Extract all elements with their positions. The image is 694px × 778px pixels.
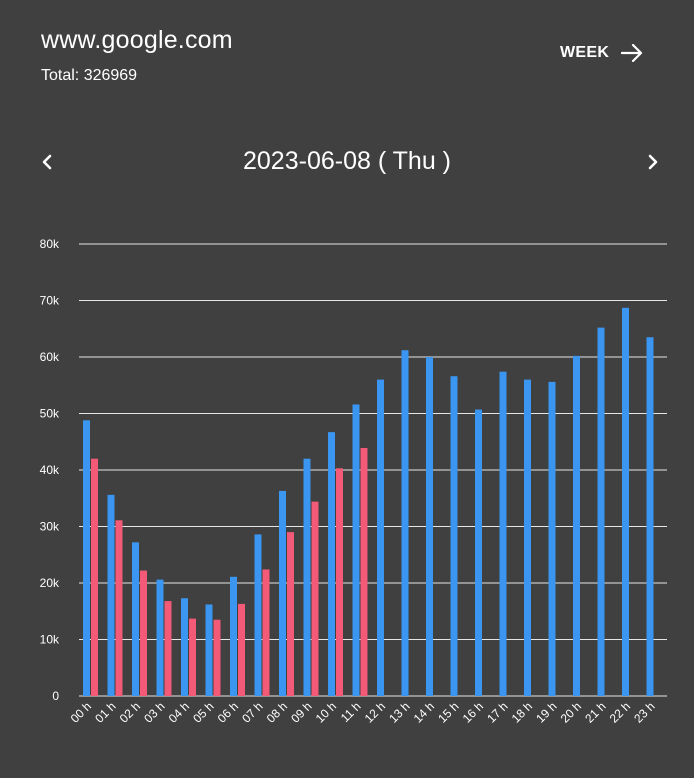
y-tick-label: 0 — [52, 689, 59, 703]
date-label: 2023-06-08 ( Thu ) — [243, 147, 451, 175]
bar-red-03h — [164, 601, 172, 696]
x-tick-label: 10 h — [313, 699, 339, 725]
bar-red-08h — [287, 532, 294, 696]
bar-blue-07h — [254, 534, 262, 696]
bar-blue-03h — [156, 579, 164, 696]
y-tick-label: 50k — [40, 407, 60, 421]
x-tick-label: 18 h — [509, 699, 535, 725]
y-tick-label: 30k — [40, 520, 60, 534]
x-tick-label: 05 h — [190, 699, 216, 725]
bar-blue-20h — [573, 355, 580, 696]
prev-day-button[interactable] — [35, 150, 59, 174]
bar-blue-00h — [83, 420, 90, 696]
bar-blue-02h — [132, 542, 139, 696]
x-tick-label: 19 h — [533, 699, 559, 725]
x-tick-label: 11 h — [338, 699, 364, 725]
chevron-left-icon — [42, 154, 52, 170]
x-tick-label: 06 h — [215, 699, 241, 725]
bar-red-07h — [262, 569, 270, 696]
x-tick-label: 00 h — [68, 699, 94, 725]
x-tick-label: 20 h — [558, 699, 584, 725]
y-tick-label: 70k — [40, 294, 60, 308]
bar-blue-04h — [181, 598, 188, 696]
y-tick-label: 80k — [40, 237, 60, 251]
bar-blue-01h — [107, 494, 115, 696]
bar-red-10h — [336, 468, 343, 696]
x-tick-label: 22 h — [607, 699, 633, 725]
bar-blue-05h — [205, 604, 213, 696]
bar-blue-22h — [622, 307, 629, 696]
y-tick-label: 10k — [40, 633, 60, 647]
bar-blue-11h — [352, 404, 360, 696]
arrow-right-icon — [621, 44, 643, 62]
bar-red-05h — [213, 619, 221, 696]
bar-red-06h — [238, 603, 245, 696]
x-tick-label: 01 h — [92, 699, 118, 725]
bar-blue-13h — [401, 350, 409, 696]
x-tick-label: 13 h — [386, 699, 412, 725]
bar-blue-18h — [524, 379, 531, 696]
bar-blue-21h — [597, 327, 605, 696]
bar-red-09h — [311, 501, 319, 696]
bar-blue-08h — [279, 490, 286, 696]
site-title: www.google.com — [41, 26, 233, 54]
x-tick-label: 03 h — [141, 699, 167, 725]
x-tick-label: 14 h — [411, 699, 437, 725]
x-tick-label: 07 h — [239, 699, 265, 725]
chevron-right-icon — [648, 154, 658, 170]
y-tick-label: 40k — [40, 463, 60, 477]
bar-blue-19h — [548, 381, 556, 696]
bar-red-00h — [91, 458, 98, 696]
x-tick-label: 04 h — [166, 699, 192, 725]
y-tick-label: 60k — [40, 350, 60, 364]
bar-red-02h — [140, 570, 147, 696]
bar-blue-06h — [230, 576, 237, 696]
bar-blue-09h — [303, 458, 311, 696]
bar-blue-12h — [377, 379, 384, 696]
bar-blue-15h — [450, 376, 458, 696]
bar-blue-17h — [499, 371, 507, 696]
week-button[interactable]: WEEK — [560, 44, 643, 62]
bar-red-01h — [115, 520, 123, 696]
bar-blue-14h — [426, 357, 433, 696]
y-tick-label: 20k — [40, 576, 60, 590]
week-label: WEEK — [560, 44, 610, 61]
bar-blue-10h — [328, 432, 335, 696]
x-tick-label: 12 h — [362, 699, 388, 725]
x-tick-label: 21 h — [582, 699, 608, 725]
x-tick-label: 16 h — [460, 699, 486, 725]
bar-red-04h — [189, 618, 196, 696]
total-count: Total: 326969 — [41, 67, 138, 84]
x-tick-label: 23 h — [631, 699, 657, 725]
bar-blue-23h — [646, 337, 654, 696]
x-tick-label: 02 h — [117, 699, 143, 725]
x-tick-label: 09 h — [288, 699, 314, 725]
x-tick-label: 15 h — [435, 699, 461, 725]
next-day-button[interactable] — [641, 150, 665, 174]
x-tick-label: 08 h — [264, 699, 290, 725]
bar-blue-16h — [475, 409, 482, 696]
bar-red-11h — [360, 447, 368, 696]
x-tick-label: 17 h — [484, 699, 510, 725]
